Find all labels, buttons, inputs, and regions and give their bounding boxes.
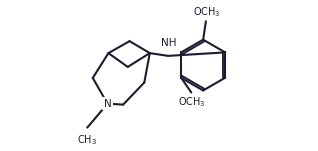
Text: $\rm CH_3$: $\rm CH_3$: [77, 133, 97, 147]
Text: NH: NH: [161, 38, 176, 48]
Text: N: N: [104, 99, 111, 109]
Text: $\rm OCH_3$: $\rm OCH_3$: [193, 6, 221, 19]
Text: $\rm OCH_3$: $\rm OCH_3$: [178, 95, 206, 109]
